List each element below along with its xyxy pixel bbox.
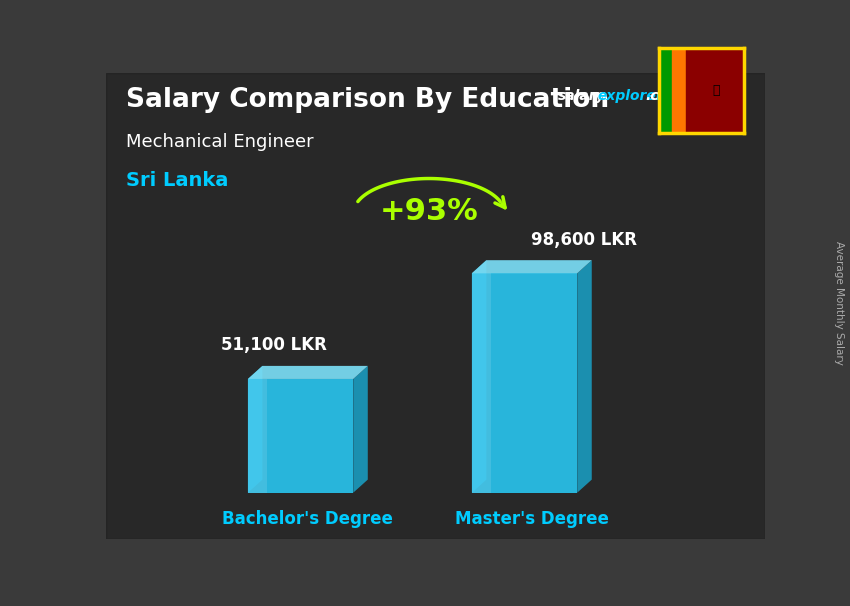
Text: Mechanical Engineer: Mechanical Engineer [126, 133, 314, 152]
Text: Master's Degree: Master's Degree [455, 510, 609, 528]
Text: explorer: explorer [597, 89, 663, 103]
Polygon shape [354, 366, 368, 493]
Polygon shape [472, 273, 490, 493]
Text: .com: .com [645, 89, 683, 103]
Polygon shape [248, 379, 267, 493]
Text: 51,100 LKR: 51,100 LKR [221, 336, 327, 355]
Bar [686, 48, 744, 133]
Text: +93%: +93% [380, 197, 479, 225]
Text: 🦁: 🦁 [713, 84, 720, 98]
Text: Average Monthly Salary: Average Monthly Salary [834, 241, 844, 365]
Text: Bachelor's Degree: Bachelor's Degree [223, 510, 394, 528]
Bar [659, 48, 672, 133]
Polygon shape [472, 273, 577, 493]
Polygon shape [248, 366, 368, 379]
Polygon shape [248, 366, 263, 493]
Bar [672, 48, 686, 133]
Polygon shape [472, 260, 486, 493]
Text: salary: salary [558, 89, 605, 103]
Polygon shape [472, 260, 592, 273]
Text: 98,600 LKR: 98,600 LKR [531, 230, 637, 248]
Polygon shape [248, 379, 354, 493]
Text: Salary Comparison By Education: Salary Comparison By Education [126, 87, 609, 113]
Text: Sri Lanka: Sri Lanka [126, 171, 229, 190]
Polygon shape [577, 260, 592, 493]
